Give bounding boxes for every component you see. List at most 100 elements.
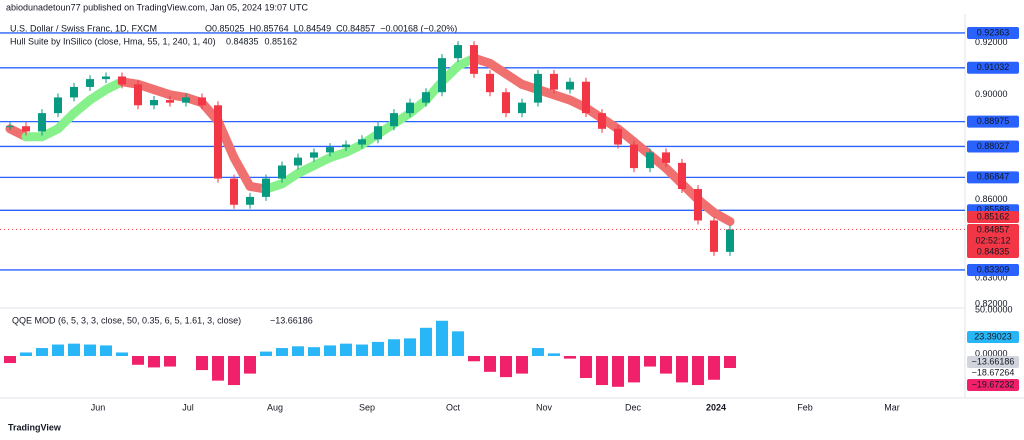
- candle: [470, 45, 478, 74]
- candle: [534, 73, 542, 103]
- candle: [646, 152, 654, 169]
- candle: [70, 86, 78, 98]
- candle: [342, 144, 350, 148]
- candle: [150, 100, 158, 106]
- x-tick-label: Jul: [182, 402, 194, 412]
- price-badge-label: 0.85162: [977, 211, 1010, 221]
- hull-value: 0.84835: [226, 36, 259, 46]
- candle: [182, 97, 190, 103]
- hull-title: Hull Suite by InSilico (close, Hma, 55, …: [10, 36, 216, 46]
- hull-value: 0.85162: [265, 36, 298, 46]
- qqe-bar: [260, 351, 272, 356]
- x-tick-label: Dec: [625, 402, 642, 412]
- qqe-bar: [132, 355, 144, 365]
- qqe-bar: [276, 348, 288, 356]
- qqe-bar: [500, 355, 512, 378]
- qqe-badge-label: −13.66186: [972, 356, 1015, 366]
- candle: [518, 102, 526, 114]
- symbol: U.S. Dollar / Swiss Franc, 1D, FXCM: [10, 23, 157, 33]
- qqe-bar: [36, 348, 48, 356]
- candle: [406, 102, 414, 114]
- candle: [662, 152, 670, 163]
- level-badge: [967, 263, 1019, 276]
- candle: [166, 100, 174, 103]
- candle: [358, 139, 366, 145]
- qqe-bar: [644, 355, 656, 367]
- qqe-last: −13.66186: [270, 315, 313, 325]
- candle: [438, 58, 446, 93]
- qqe-bar: [372, 341, 384, 356]
- qqe-bar: [244, 355, 256, 374]
- price-badge-label: 0.84835: [977, 246, 1010, 256]
- level-label: 0.91032: [977, 62, 1010, 72]
- x-tick-label: Jun: [91, 402, 106, 412]
- qqe-bar: [436, 320, 448, 356]
- qqe-badge-label: −19.67232: [972, 379, 1015, 389]
- footer-logo: TradingView: [8, 422, 62, 432]
- qqe-bar: [596, 355, 608, 386]
- qqe-badge: [967, 356, 1019, 368]
- candle: [22, 126, 30, 132]
- candle: [198, 97, 206, 106]
- qqe-bar: [660, 355, 672, 374]
- y-tick-label: 0.83000: [975, 272, 1008, 282]
- price-badge: [967, 224, 1019, 248]
- qqe-bar: [452, 331, 464, 356]
- level-label: 0.83309: [977, 264, 1010, 274]
- qqe-badge-label: −18.67264: [972, 367, 1015, 377]
- qqe-bar: [84, 344, 96, 356]
- candle: [582, 81, 590, 114]
- qqe-bar: [20, 352, 32, 356]
- candle: [246, 196, 254, 205]
- level-label: 0.88975: [977, 116, 1010, 126]
- ohlc-value: H0.85764: [250, 23, 289, 33]
- qqe-tick-label: 0.00000: [975, 348, 1008, 358]
- level-badge: [967, 115, 1019, 128]
- hull-band: [709, 208, 735, 226]
- qqe-tick-label: 50.00000: [975, 304, 1013, 314]
- qqe-bar: [228, 355, 240, 386]
- level-badge: [967, 61, 1019, 74]
- candle: [598, 113, 606, 129]
- qqe-bar: [468, 355, 480, 362]
- ohlc-value: −0.00168 (−0.20%): [380, 23, 457, 33]
- level-badge: [967, 140, 1019, 153]
- candle: [262, 178, 270, 197]
- qqe-bar: [68, 343, 80, 356]
- x-tick-label: Mar: [884, 402, 900, 412]
- qqe-bar: [692, 355, 704, 386]
- x-tick-label: Aug: [267, 402, 283, 412]
- candle: [86, 79, 94, 87]
- qqe-bar: [676, 355, 688, 383]
- qqe-bar: [532, 348, 544, 356]
- candle: [422, 92, 430, 103]
- candle: [326, 147, 334, 153]
- qqe-bar: [612, 355, 624, 387]
- candle: [38, 113, 46, 132]
- x-tick-label: 2024: [706, 402, 726, 412]
- hull-band: [229, 153, 255, 191]
- candle: [390, 113, 398, 127]
- qqe-bar: [548, 353, 560, 356]
- candle: [134, 84, 142, 106]
- y-tick-label: 0.92000: [975, 37, 1008, 47]
- qqe-bar: [116, 352, 128, 356]
- qqe-badge: [967, 331, 1019, 343]
- candle: [214, 105, 222, 179]
- y-tick-label: 0.82000: [975, 299, 1008, 309]
- qqe-bar: [564, 355, 576, 359]
- level-label: 0.85588: [977, 205, 1010, 215]
- qqe-bar: [516, 355, 528, 374]
- candle: [726, 229, 734, 252]
- qqe-bar: [164, 355, 176, 367]
- qqe-bar: [420, 327, 432, 356]
- candle: [230, 178, 238, 205]
- candle: [454, 45, 462, 59]
- price-badge-label: 0.84857: [977, 224, 1010, 234]
- candle: [566, 81, 574, 90]
- qqe-bar: [356, 344, 368, 356]
- y-tick-label: 0.86000: [975, 194, 1008, 204]
- qqe-bar: [628, 355, 640, 383]
- candle: [6, 126, 14, 128]
